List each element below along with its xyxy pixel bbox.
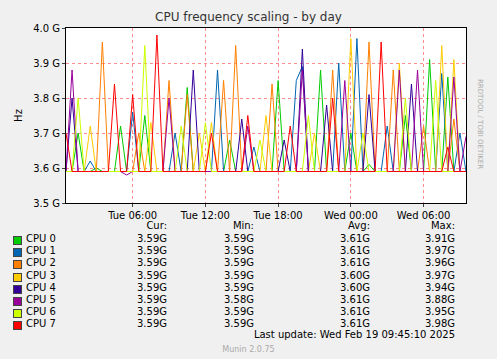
html-text:3.88G: 3.88G bbox=[425, 294, 455, 305]
html-text:Min:: Min: bbox=[232, 220, 254, 231]
svg-text:3.9 G: 3.9 G bbox=[33, 58, 60, 69]
html-text:3.59G: 3.59G bbox=[224, 306, 254, 318]
html-text:3.59G: 3.59G bbox=[137, 281, 167, 293]
svg-text:4.0 G: 4.0 G bbox=[33, 23, 60, 34]
svg-text:3.5 G: 3.5 G bbox=[33, 198, 60, 209]
html-text:3.59G: 3.59G bbox=[137, 257, 167, 269]
html-text:3.58G: 3.58G bbox=[224, 294, 254, 305]
html-text:3.61G: 3.61G bbox=[340, 306, 370, 318]
svg-text:RRDTOOL / TOBI OETIKER: RRDTOOL / TOBI OETIKER bbox=[476, 79, 484, 169]
html-text:3.61G: 3.61G bbox=[340, 294, 370, 305]
html-text:3.60G: 3.60G bbox=[340, 269, 370, 281]
html-text:3.59G: 3.59G bbox=[137, 318, 167, 330]
html-text:3.61G: 3.61G bbox=[340, 245, 370, 257]
html-text:3.97G: 3.97G bbox=[425, 245, 455, 257]
html-text:Max:: Max: bbox=[431, 220, 455, 231]
svg-text:3.6 G: 3.6 G bbox=[33, 163, 60, 174]
html-text:3.59G: 3.59G bbox=[137, 233, 167, 244]
html-text:CPU 6: CPU 6 bbox=[26, 306, 56, 318]
svg-text:Tue 12:00: Tue 12:00 bbox=[180, 210, 230, 221]
html-text:CPU 5: CPU 5 bbox=[26, 294, 56, 305]
html-text:CPU 3: CPU 3 bbox=[26, 269, 56, 281]
html-text:3.61G: 3.61G bbox=[340, 233, 370, 244]
html-text:3.61G: 3.61G bbox=[340, 257, 370, 269]
html-text:3.91G: 3.91G bbox=[425, 233, 455, 244]
html-text:3.94G: 3.94G bbox=[425, 281, 455, 293]
html-text:3.60G: 3.60G bbox=[340, 281, 370, 293]
html-text:3.61G: 3.61G bbox=[340, 318, 370, 330]
html-text:3.59G: 3.59G bbox=[224, 245, 254, 257]
svg-text:3.8 G: 3.8 G bbox=[33, 93, 60, 104]
html-text:3.97G: 3.97G bbox=[425, 269, 455, 281]
svg-text:Hz: Hz bbox=[13, 109, 24, 122]
html-text:Cur:: Cur: bbox=[146, 220, 167, 231]
html-text:CPU 1: CPU 1 bbox=[26, 245, 56, 257]
svg-text:CPU frequency scaling - by day: CPU frequency scaling - by day bbox=[155, 10, 342, 24]
html-text:CPU 4: CPU 4 bbox=[26, 281, 56, 293]
html-text:3.59G: 3.59G bbox=[224, 269, 254, 281]
svg-text:Tue 18:00: Tue 18:00 bbox=[253, 210, 303, 221]
svg-text:Tue 06:00: Tue 06:00 bbox=[107, 210, 157, 221]
html-text:3.59G: 3.59G bbox=[137, 245, 167, 257]
html-text:3.59G: 3.59G bbox=[224, 318, 254, 330]
html-text:CPU 7: CPU 7 bbox=[26, 318, 56, 330]
html-text:3.96G: 3.96G bbox=[425, 257, 455, 269]
html-text:3.59G: 3.59G bbox=[224, 257, 254, 269]
svg-text:3.7 G: 3.7 G bbox=[33, 128, 60, 139]
html-text:3.95G: 3.95G bbox=[425, 306, 455, 318]
html-text:3.59G: 3.59G bbox=[137, 269, 167, 281]
svg-text:Wed 06:00: Wed 06:00 bbox=[397, 210, 451, 221]
html-text:Last update: Wed Feb 19 09:45:: Last update: Wed Feb 19 09:45:10 2025 bbox=[253, 329, 455, 340]
html-text:3.59G: 3.59G bbox=[137, 294, 167, 305]
html-text:CPU 2: CPU 2 bbox=[26, 257, 56, 269]
html-text:3.59G: 3.59G bbox=[224, 233, 254, 244]
html-text:3.59G: 3.59G bbox=[137, 306, 167, 318]
html-text:CPU 0: CPU 0 bbox=[26, 233, 56, 244]
html-text:Avg:: Avg: bbox=[348, 220, 370, 231]
html-text:Munin 2.0.75: Munin 2.0.75 bbox=[222, 345, 275, 354]
html-text:3.98G: 3.98G bbox=[425, 318, 455, 330]
svg-text:Wed 00:00: Wed 00:00 bbox=[324, 210, 378, 221]
html-text:3.59G: 3.59G bbox=[224, 281, 254, 293]
